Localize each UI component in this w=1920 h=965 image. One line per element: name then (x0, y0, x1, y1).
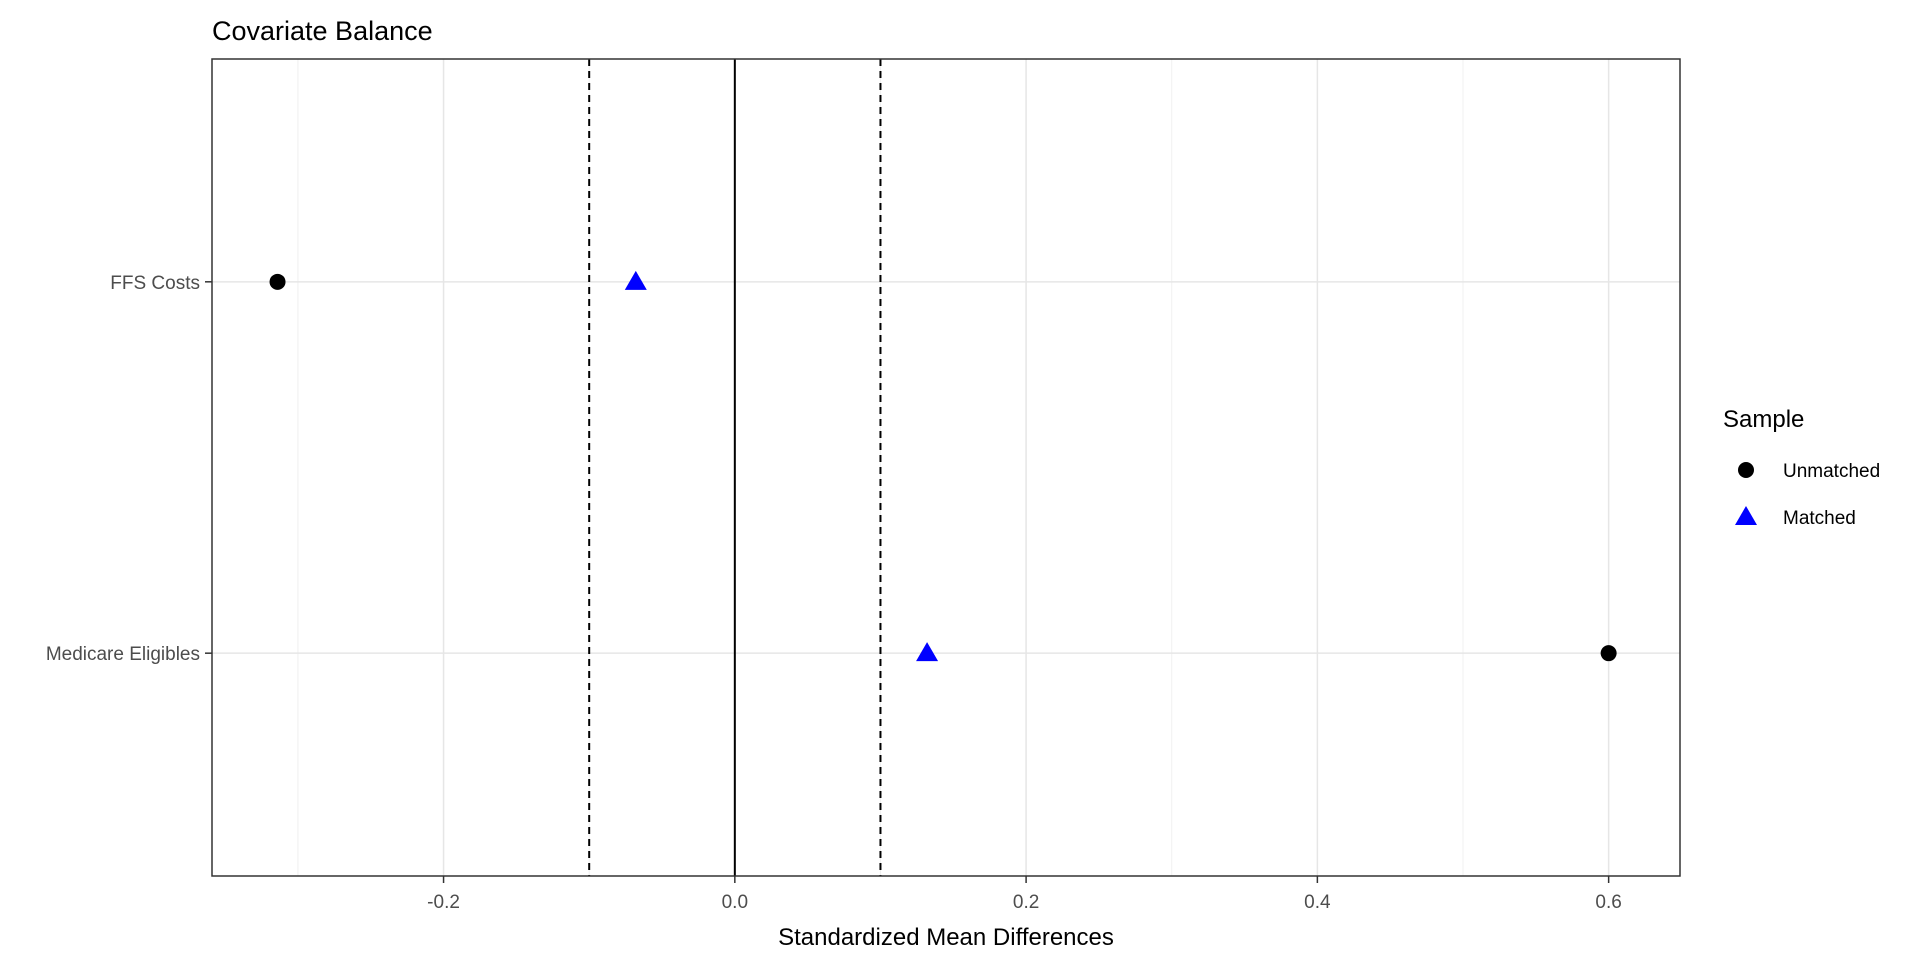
y-tick-label: FFS Costs (110, 273, 200, 294)
grid-lines (212, 59, 1680, 876)
x-tick-label: -0.2 (427, 892, 460, 913)
x-tick-label: 0.0 (722, 892, 748, 913)
legend-title: Sample (1723, 406, 1804, 433)
chart-title: Covariate Balance (212, 16, 433, 46)
x-axis-title: Standardized Mean Differences (778, 924, 1114, 951)
matched-point (916, 642, 939, 662)
panel-border (211, 58, 1681, 877)
y-axis: Medicare Eligibles FFS Costs (46, 273, 212, 665)
unmatched-point (1600, 645, 1617, 662)
legend-label: Matched (1783, 508, 1856, 529)
data-points (269, 270, 1617, 662)
legend-unmatched-icon (1738, 462, 1754, 478)
legend-matched-icon (1735, 506, 1757, 525)
legend-label: Unmatched (1783, 461, 1880, 482)
x-tick-label: 0.4 (1304, 892, 1331, 913)
x-tick-label: 0.6 (1595, 892, 1621, 913)
legend: Sample Unmatched Matched (1723, 406, 1880, 529)
reference-lines (588, 59, 882, 876)
matched-point (624, 270, 647, 290)
x-axis: -0.2 0.0 0.2 0.4 0.6 (427, 876, 1622, 913)
y-tick-label: Medicare Eligibles (46, 644, 200, 665)
unmatched-point (269, 273, 286, 290)
x-tick-label: 0.2 (1013, 892, 1039, 913)
